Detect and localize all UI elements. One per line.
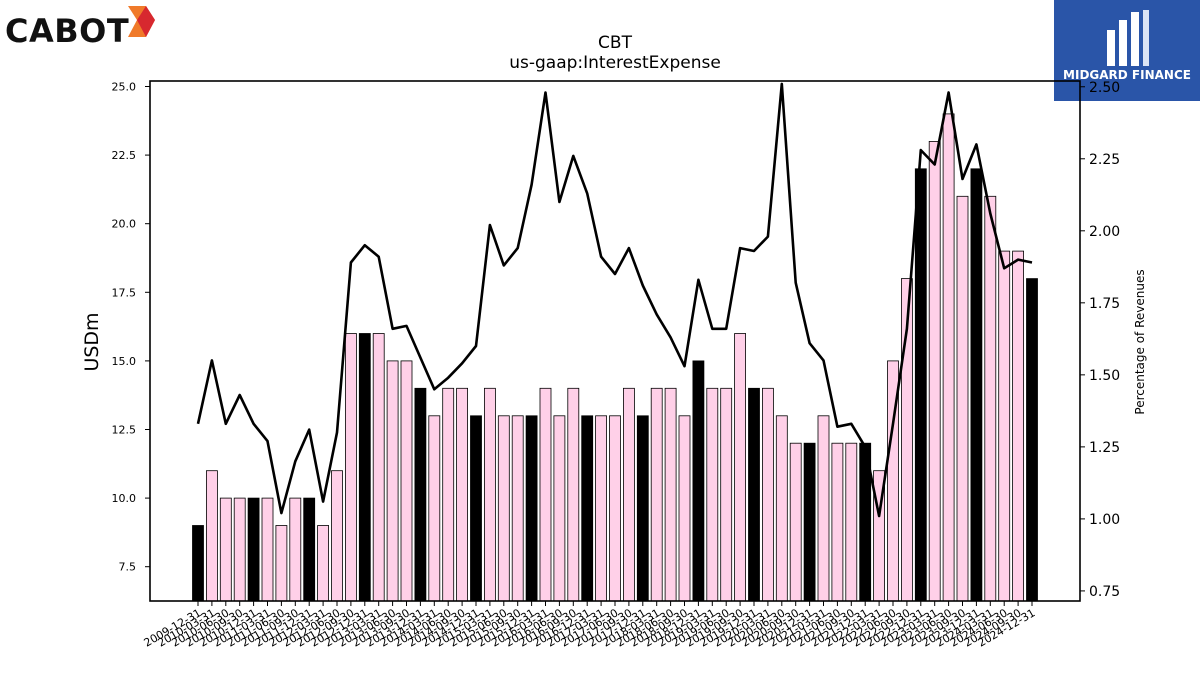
- y2-tick-label: 1.75: [1089, 296, 1120, 312]
- bar: [497, 415, 510, 602]
- bar: [539, 387, 552, 602]
- y-tick-label: 12.5: [112, 423, 137, 436]
- y-tick-label: 15.0: [112, 355, 137, 368]
- bar: [609, 415, 621, 602]
- bar: [998, 250, 1011, 602]
- chart-subtitle: us-gaap:InterestExpense: [509, 53, 721, 73]
- bar: [762, 387, 774, 602]
- line-series: [196, 82, 1033, 518]
- bar: [789, 442, 802, 602]
- bar: [414, 387, 427, 602]
- bar: [275, 525, 288, 602]
- bar: [734, 333, 746, 602]
- cabot-logo-mark-icon: [128, 6, 155, 37]
- bar: [845, 442, 858, 602]
- y2-tick-label: 2.50: [1089, 80, 1120, 96]
- bar: [358, 333, 371, 602]
- y-axis-label: USDm: [81, 312, 103, 371]
- y2-tick-label: 1.00: [1089, 512, 1120, 528]
- bar: [775, 415, 788, 602]
- axes: 7.5 10.0 12.5 15.0 17.5 20.0 22.5 25.0 0.75 1.00 1…: [112, 80, 1121, 650]
- bar: [303, 497, 316, 602]
- bar: [817, 415, 830, 602]
- y-tick-label: 17.5: [112, 286, 137, 299]
- bar: [205, 470, 218, 602]
- bar: [650, 387, 663, 602]
- bar: [372, 333, 385, 602]
- cabot-logo-text: CABOT: [5, 12, 130, 50]
- bar: [984, 195, 997, 602]
- bar: [706, 387, 719, 602]
- y2-tick-label: 1.50: [1089, 368, 1120, 384]
- bar: [317, 525, 330, 602]
- bar: [511, 415, 524, 602]
- bar: [247, 497, 260, 602]
- bar: [470, 415, 482, 602]
- bar: [956, 195, 969, 602]
- bar: [192, 525, 204, 602]
- bar: [1012, 250, 1024, 602]
- bar: [1026, 278, 1038, 602]
- bar: [233, 497, 246, 602]
- bar-series: [192, 113, 1038, 602]
- bar: [914, 168, 927, 602]
- bar: [442, 387, 455, 602]
- y2-tick-label: 1.25: [1089, 440, 1120, 456]
- midgard-logo-text: MIDGARD FINANCE: [1063, 68, 1191, 82]
- bar: [831, 442, 844, 602]
- bar: [692, 360, 705, 602]
- y2-tick-label: 2.00: [1089, 224, 1120, 240]
- bar: [483, 387, 496, 602]
- bar: [720, 387, 733, 602]
- bar: [595, 415, 607, 602]
- bar: [289, 497, 302, 602]
- midgard-logo-mark-icon: [1107, 10, 1149, 66]
- cabot-logo: CABOT: [0, 0, 170, 60]
- bar: [803, 442, 816, 602]
- bar: [748, 387, 760, 602]
- chart-title: CBT: [598, 33, 633, 53]
- midgard-finance-logo: MIDGARD FINANCE: [1054, 0, 1200, 101]
- y-tick-label: 22.5: [112, 149, 137, 162]
- bar: [581, 415, 594, 602]
- bar: [928, 140, 941, 602]
- y2-tick-label: 2.25: [1089, 152, 1120, 168]
- y-tick-label: 20.0: [112, 218, 137, 231]
- bar: [623, 387, 635, 602]
- bar: [400, 360, 413, 602]
- y2-axis-label: Percentage of Revenues: [1133, 269, 1147, 414]
- bar: [331, 470, 343, 602]
- bar: [525, 415, 538, 602]
- bar: [664, 387, 677, 602]
- y-tick-label: 7.5: [119, 561, 137, 574]
- bar: [344, 333, 357, 602]
- bar: [456, 387, 469, 602]
- bar: [261, 497, 274, 602]
- bar: [970, 168, 983, 602]
- percentage-of-revenues-line: [196, 82, 1033, 518]
- bar: [553, 415, 566, 602]
- bar: [567, 387, 580, 602]
- y-tick-label: 25.0: [112, 80, 137, 93]
- bar: [942, 113, 955, 602]
- y2-tick-label: 0.75: [1089, 584, 1120, 600]
- bar: [428, 415, 441, 602]
- bar: [636, 415, 649, 602]
- bar: [678, 415, 691, 602]
- bar: [386, 360, 399, 602]
- y-tick-label: 10.0: [112, 492, 137, 505]
- bar: [219, 497, 232, 602]
